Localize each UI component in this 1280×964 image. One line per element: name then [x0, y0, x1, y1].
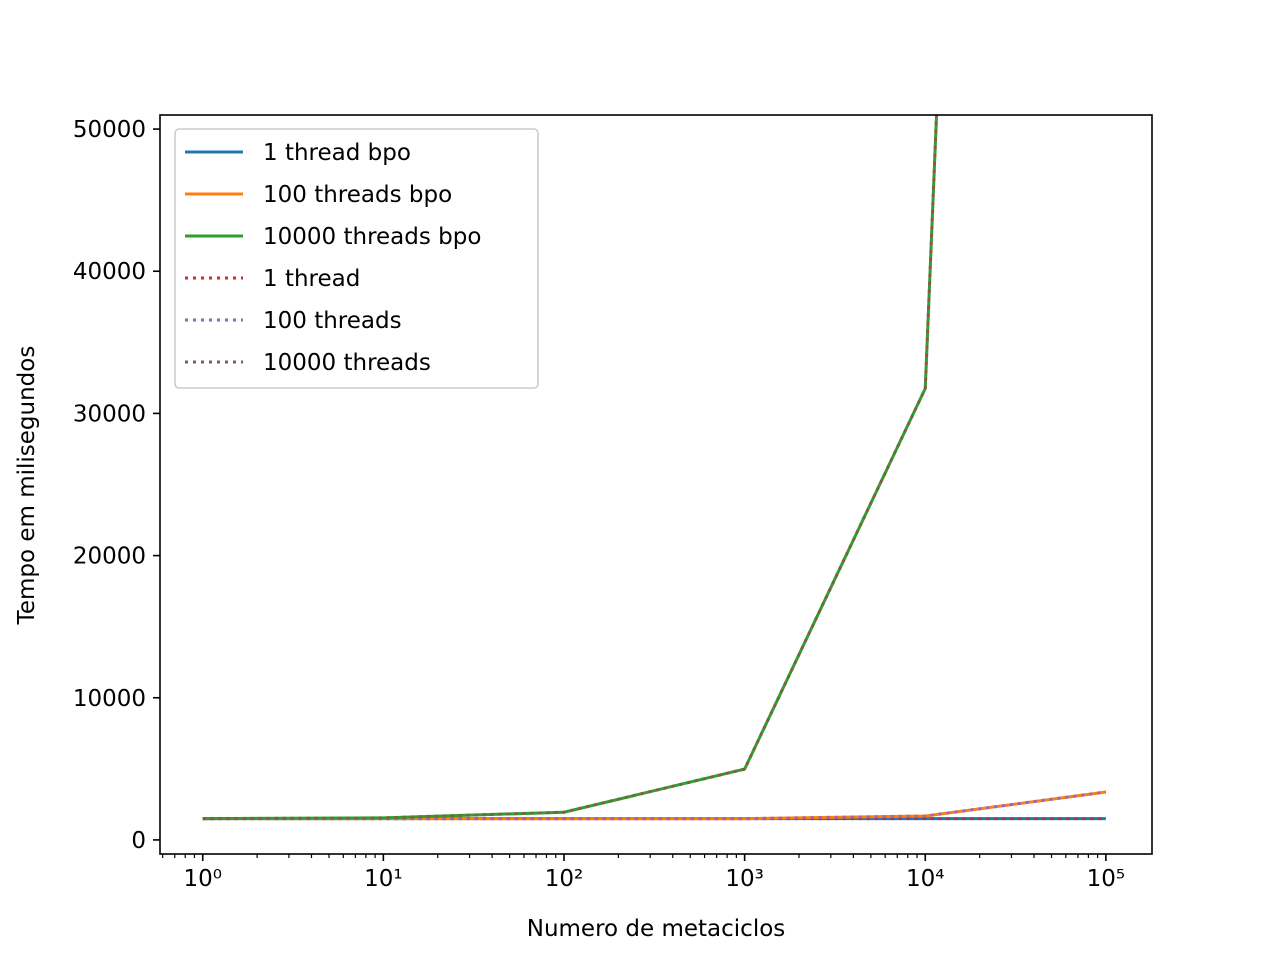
- y-tick-label: 10000: [73, 686, 146, 712]
- y-tick-label: 0: [131, 828, 146, 854]
- series-line: [202, 115, 939, 821]
- x-tick-label: 10⁵: [1087, 866, 1126, 892]
- y-tick-label: 20000: [73, 544, 146, 570]
- y-tick-label: 30000: [73, 401, 146, 427]
- legend-label: 1 thread bpo: [263, 140, 411, 166]
- legend-label: 1 thread: [263, 266, 360, 292]
- legend-label: 100 threads bpo: [263, 182, 452, 208]
- legend-label: 10000 threads: [263, 350, 431, 376]
- x-tick-label: 10²: [545, 866, 584, 892]
- legend-box: [174, 128, 539, 389]
- y-tick-label: 50000: [73, 117, 146, 143]
- y-axis-label: Tempo em milisegundos: [14, 346, 40, 626]
- y-tick-label: 40000: [73, 259, 146, 285]
- x-axis-label: Numero de metaciclos: [527, 916, 786, 942]
- x-tick-label: 10³: [725, 866, 764, 892]
- x-tick-label: 10¹: [364, 866, 403, 892]
- legend-label: 100 threads: [263, 308, 402, 334]
- plot-frame: [159, 114, 1153, 855]
- series-line: [202, 790, 1107, 821]
- plot-area: [202, 115, 1107, 821]
- x-tick-label: 10⁰: [183, 866, 222, 892]
- x-tick-label: 10⁴: [906, 866, 945, 892]
- legend-label: 10000 threads bpo: [263, 224, 481, 250]
